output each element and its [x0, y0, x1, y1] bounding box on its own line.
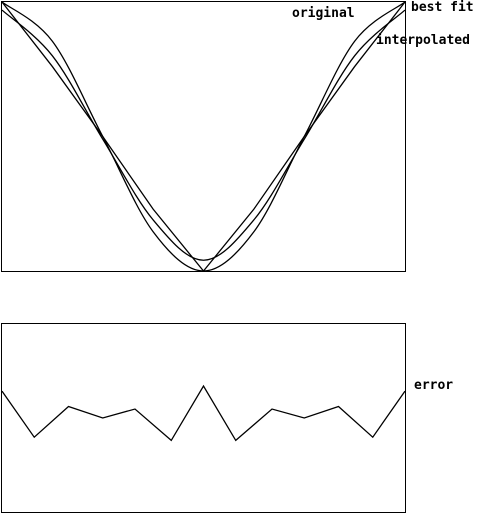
bottom-plot-lines: [1, 384, 406, 442]
series-line-error: [1, 384, 406, 442]
legend-best-fit: best fit: [411, 0, 474, 15]
series-line-original: [1, 1, 406, 272]
bottom-plot: error: [1, 323, 453, 513]
top-plot: original best fit interpolated: [1, 0, 474, 273]
legend-error: error: [414, 378, 453, 393]
series-line-best-fit: [1, 9, 406, 261]
top-plot-frame: [1, 1, 406, 272]
legend-interpolated: interpolated: [376, 33, 470, 48]
legend-original: original: [292, 6, 355, 21]
bottom-plot-frame: [1, 323, 406, 513]
top-plot-lines: [1, 1, 406, 273]
series-line-interpolated: [1, 1, 406, 273]
